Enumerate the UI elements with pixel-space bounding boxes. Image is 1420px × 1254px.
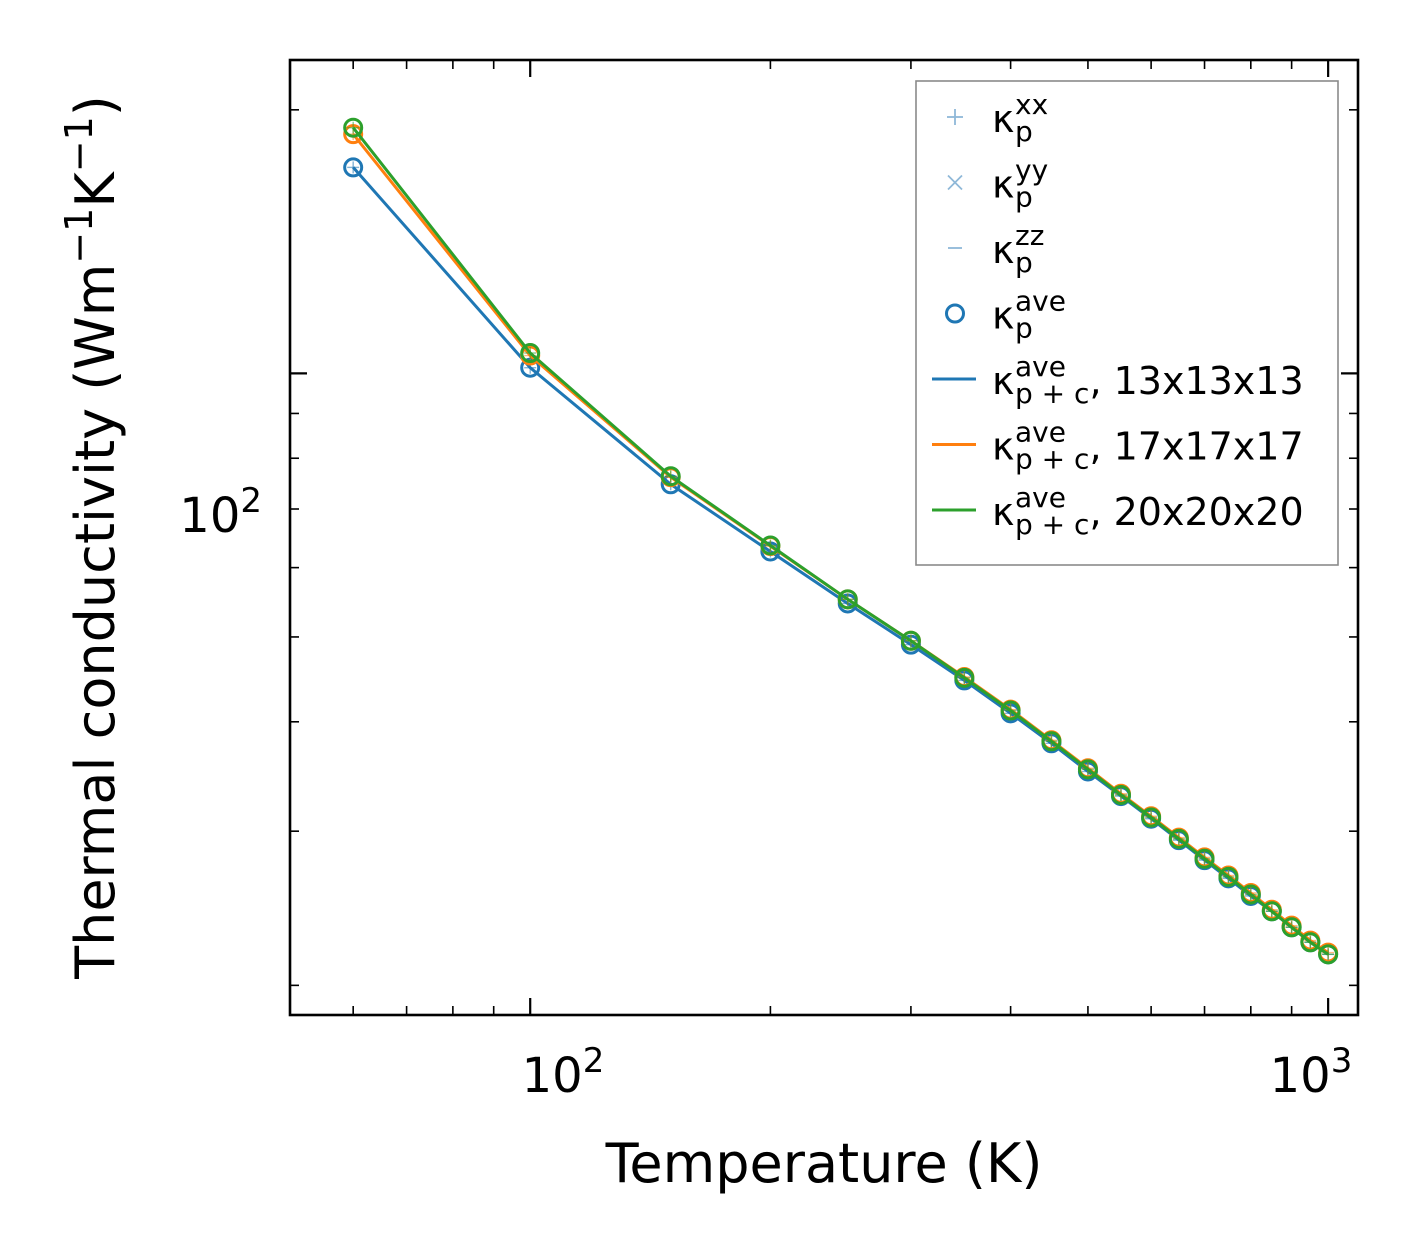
major-ticks: [290, 60, 1358, 1015]
legend-subscript: p + c: [1015, 508, 1089, 541]
legend-superscript: xx: [1015, 88, 1048, 121]
legend-suffix: , 17x17x17: [1089, 425, 1303, 469]
data-point: [954, 667, 975, 688]
legend-label: κave p + c, 17x17x17: [992, 416, 1304, 476]
series-line: [352, 126, 1329, 956]
y-tick-exp: 2: [240, 481, 262, 521]
circle-marker-icon: [945, 303, 965, 324]
legend-superscript: ave: [1015, 285, 1066, 318]
data-point: [1218, 866, 1239, 887]
kappa-symbol: κ: [992, 359, 1014, 403]
data-point: [1194, 848, 1215, 869]
legend-superscript: yy: [1015, 154, 1048, 187]
data-point: [1300, 932, 1321, 953]
legend-subscript: p: [1015, 181, 1033, 214]
x-tick-exp: 2: [583, 1041, 605, 1081]
x-tick-base: 10: [1270, 1048, 1331, 1104]
data-point: [1281, 917, 1302, 938]
legend-subscript: p: [1015, 312, 1033, 345]
legend-suffix: , 13x13x13: [1089, 359, 1303, 403]
y-label-sup2: −1: [57, 116, 101, 172]
y-axis-label: Thermal conductivity (Wm−1K−1): [57, 95, 127, 980]
data-point: [900, 630, 921, 651]
legend-entry-0: κxx p: [947, 88, 1048, 148]
x-tick-base: 10: [522, 1048, 583, 1104]
legend-entry-6: κave p + c, 20x20x20: [932, 481, 1304, 541]
legend-entry-5: κave p + c, 17x17x17: [932, 416, 1304, 476]
minor-ticks: [289, 60, 1358, 1015]
data-point: [660, 466, 681, 487]
legend-label: κave p + c, 20x20x20: [992, 481, 1304, 541]
legend-label: κave p + c, 13x13x13: [992, 350, 1304, 410]
series-20x20x20: [343, 117, 1339, 965]
data-point: [1077, 759, 1098, 780]
series-layer: [343, 117, 1339, 965]
legend-label: κxx p: [992, 88, 1048, 148]
legend-subscript: p: [1015, 115, 1033, 148]
data-point: [1041, 731, 1062, 752]
legend-entry-2: κzz p: [948, 219, 1044, 279]
legend-superscript: ave: [1015, 481, 1066, 514]
x-marker-icon: [947, 174, 963, 191]
legend-label: κzz p: [992, 219, 1044, 279]
data-point: [1240, 884, 1261, 905]
x-tick-label-100: 102: [522, 1041, 605, 1104]
legend-superscript: zz: [1015, 219, 1044, 252]
kappa-symbol: κ: [992, 228, 1014, 272]
legend-entry-3: κave p: [945, 285, 1066, 345]
data-point: [1110, 784, 1131, 805]
legend-entry-4: κave p + c, 13x13x13: [932, 350, 1304, 410]
legend-label: κyy p: [992, 154, 1048, 214]
y-label-end: ): [64, 95, 127, 116]
legend-suffix: , 20x20x20: [1089, 490, 1303, 534]
kappa-symbol: κ: [992, 97, 1014, 141]
legend-subscript: p + c: [1015, 377, 1089, 410]
data-point: [1261, 901, 1282, 922]
y-tick-base: 10: [179, 488, 240, 544]
y-label-base: Thermal conductivity (Wm: [64, 264, 127, 980]
data-point: [343, 117, 364, 138]
data-point: [1168, 828, 1189, 849]
legend-subscript: p + c: [1015, 443, 1089, 476]
data-point: [760, 535, 781, 556]
legend-frame: [915, 80, 1339, 566]
x-axis-label: Temperature (K): [605, 1132, 1043, 1195]
y-label-sup1: −1: [57, 208, 101, 264]
kappa-symbol: κ: [992, 294, 1014, 338]
data-point: [343, 157, 364, 178]
y-tick-label-100: 102: [179, 481, 262, 544]
legend-label: κave p: [992, 285, 1066, 345]
data-point: [520, 343, 541, 364]
legend-superscript: ave: [1015, 416, 1066, 449]
x-tick-label-1000: 103: [1270, 1041, 1353, 1104]
data-point: [1318, 944, 1339, 965]
x-tick-exp: 3: [1331, 1041, 1353, 1081]
legend-subscript: p: [1015, 246, 1033, 279]
data-point: [1000, 700, 1021, 721]
data-point: [837, 589, 858, 610]
plot-frame: [288, 58, 1360, 1017]
y-label-mid: K: [64, 171, 127, 208]
kappa-symbol: κ: [992, 425, 1014, 469]
kappa-symbol: κ: [992, 163, 1014, 207]
data-point: [1141, 807, 1162, 828]
legend-entry-1: κyy p: [947, 154, 1048, 214]
legend-superscript: ave: [1015, 350, 1066, 383]
kappa-symbol: κ: [992, 490, 1014, 534]
